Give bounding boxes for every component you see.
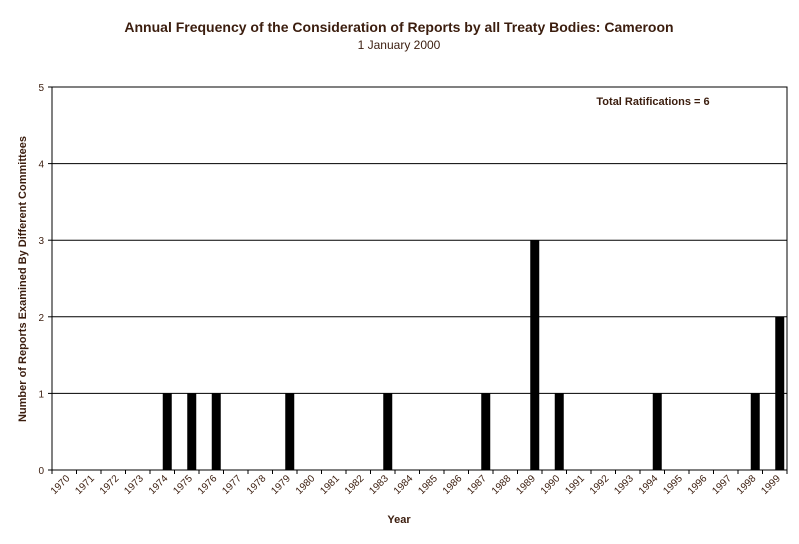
y-axis: 0 1 2 3 4 5 <box>38 83 52 477</box>
x-tick-label: 1974 <box>147 473 171 497</box>
y-tick-label: 1 <box>38 389 44 400</box>
x-tick-label: 1980 <box>294 473 318 497</box>
x-tick-label: 1971 <box>73 473 97 497</box>
bar-1994 <box>652 393 662 470</box>
x-tick-label: 1982 <box>343 473 367 497</box>
x-tick-label: 1995 <box>661 473 685 497</box>
bar-1998 <box>750 393 760 470</box>
x-tick-label: 1976 <box>196 473 220 497</box>
gridlines <box>52 163 787 394</box>
x-tick-label: 1984 <box>392 473 416 497</box>
x-tick-label: 1978 <box>245 473 269 497</box>
bar-1983 <box>383 393 393 470</box>
x-tick-label: 1990 <box>539 473 563 497</box>
y-tick-label: 3 <box>38 236 44 247</box>
y-axis-title: Number of Reports Examined By Different … <box>17 136 29 422</box>
bars <box>162 240 785 470</box>
x-tick-label: 1988 <box>490 473 514 497</box>
bar-1999 <box>775 316 785 470</box>
x-tick-label: 1983 <box>367 473 391 497</box>
total-ratifications-annotation: Total Ratifications = 6 <box>596 96 709 108</box>
chart-title: Annual Frequency of the Consideration of… <box>124 19 673 35</box>
y-tick-label: 4 <box>38 160 44 171</box>
x-tick-label: 1985 <box>416 473 440 497</box>
x-tick-label: 1993 <box>612 473 636 497</box>
x-tick-label: 1979 <box>269 473 293 497</box>
x-tick-label: 1987 <box>465 473 489 497</box>
x-tick-label: 1996 <box>686 473 710 497</box>
x-axis-title: Year <box>387 514 411 526</box>
x-tick-label: 1977 <box>220 473 244 497</box>
x-tick-label: 1973 <box>122 473 146 497</box>
bar-1974 <box>162 393 172 470</box>
x-tick-label: 1972 <box>98 473 122 497</box>
chart-subtitle: 1 January 2000 <box>358 38 441 52</box>
x-tick-label: 1975 <box>171 473 195 497</box>
x-tick-label: 1994 <box>637 473 661 497</box>
bar-1990 <box>554 393 564 470</box>
bar-1987 <box>481 393 491 470</box>
plot-area <box>51 86 788 471</box>
x-axis: 1970 1971 1972 1973 1974 1975 1976 1977 1978 1979… <box>49 470 788 497</box>
x-tick-label: 1999 <box>759 473 783 497</box>
x-tick-label: 1970 <box>49 473 73 497</box>
x-tick-label: 1998 <box>735 473 759 497</box>
y-tick-label: 5 <box>38 83 44 94</box>
x-tick-label: 1992 <box>588 473 612 497</box>
bar-1979 <box>285 393 295 470</box>
x-tick-label: 1986 <box>441 473 465 497</box>
x-tick-label: 1991 <box>563 473 587 497</box>
bar-1976 <box>211 393 221 470</box>
x-tick-label: 1981 <box>318 473 342 497</box>
y-tick-label: 2 <box>38 313 44 324</box>
bar-1975 <box>187 393 197 470</box>
y-tick-label: 0 <box>38 466 44 477</box>
x-tick-label: 1997 <box>710 473 734 497</box>
bar-1989 <box>530 240 540 470</box>
x-tick-label: 1989 <box>514 473 538 497</box>
